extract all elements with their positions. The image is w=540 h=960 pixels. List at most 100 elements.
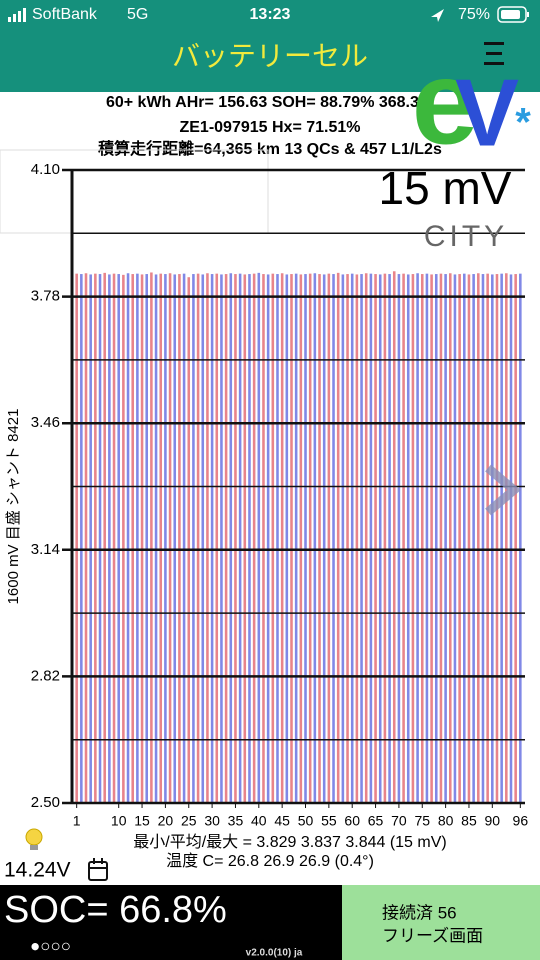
- x-tick-label: 65: [368, 813, 384, 829]
- bar: [224, 274, 228, 803]
- signal-icon: [8, 8, 26, 22]
- bar: [416, 273, 419, 803]
- bar: [369, 273, 373, 803]
- bar: [154, 274, 158, 803]
- bar: [252, 273, 256, 803]
- calendar-icon: [88, 858, 108, 881]
- bar: [411, 274, 415, 803]
- x-tick-label: 85: [461, 813, 477, 829]
- x-tick-label: 75: [414, 813, 430, 829]
- bar: [112, 273, 116, 803]
- y-tick-label: 3.14: [31, 541, 60, 558]
- bar: [341, 274, 345, 803]
- bar: [322, 274, 326, 803]
- bar: [173, 274, 177, 803]
- x-tick-label: 15: [134, 813, 150, 829]
- x-tick-label: 30: [204, 813, 220, 829]
- battery-percent: 75%: [458, 6, 490, 23]
- bar: [355, 274, 359, 803]
- next-chevron[interactable]: [485, 464, 521, 516]
- x-tick-label: 25: [181, 813, 197, 829]
- x-tick-label: 70: [391, 813, 407, 829]
- bar: [294, 273, 298, 803]
- bar: [299, 274, 303, 803]
- carrier: SoftBank: [32, 6, 98, 23]
- network: 5G: [127, 6, 148, 23]
- bar: [430, 274, 433, 803]
- bar: [364, 273, 368, 803]
- x-tick-label: 35: [228, 813, 244, 829]
- bar: [280, 273, 284, 803]
- bar: [486, 273, 489, 803]
- status-text: 接続済 56: [382, 903, 457, 922]
- bar: [481, 274, 485, 803]
- bar: [388, 274, 391, 803]
- bar: [514, 274, 517, 803]
- bar: [117, 274, 120, 803]
- bar: [360, 274, 363, 803]
- bar: [350, 273, 354, 803]
- bar: [336, 272, 340, 803]
- bar: [164, 274, 167, 803]
- bar: [290, 274, 293, 803]
- bar: [327, 273, 331, 803]
- bar: [332, 274, 335, 803]
- bar: [448, 273, 452, 803]
- bar: [196, 273, 200, 803]
- bar: [304, 274, 307, 803]
- x-tick-label: 20: [158, 813, 174, 829]
- bar: [168, 273, 172, 803]
- bar: [308, 273, 312, 803]
- y-tick-label: 2.82: [31, 667, 60, 684]
- bar: [285, 274, 289, 803]
- y-tick-label: 3.78: [31, 288, 60, 305]
- y-tick-label: 3.46: [31, 414, 60, 431]
- bar: [262, 274, 265, 803]
- bar: [201, 274, 205, 803]
- menu-button[interactable]: [484, 42, 504, 65]
- bar: [192, 274, 195, 803]
- bar: [220, 274, 223, 803]
- bar: [472, 274, 475, 803]
- x-tick-label: 90: [485, 813, 501, 829]
- x-tick-label: 60: [344, 813, 360, 829]
- bar: [257, 272, 261, 803]
- stats-line: 温度 C= 26.8 26.9 26.9 (0.4°): [166, 852, 374, 870]
- bar: [374, 274, 377, 803]
- bar: [266, 274, 270, 803]
- bulb-icon: [25, 828, 43, 850]
- bar: [378, 274, 382, 803]
- bar: [238, 273, 242, 803]
- bar: [271, 273, 275, 803]
- bar: [509, 274, 513, 803]
- x-tick-label: 55: [321, 813, 337, 829]
- bar: [420, 274, 424, 803]
- info-line: ZE1-097915 Hx= 71.51%: [179, 119, 360, 136]
- bar: [463, 273, 466, 803]
- bar: [234, 274, 237, 803]
- bar: [406, 274, 410, 803]
- bar: [248, 274, 251, 803]
- info-line: 60+ kWh AHr= 156.63 SOH= 88.79% 368.3 V: [106, 94, 434, 111]
- bar: [122, 274, 125, 803]
- x-tick-label: 96: [513, 813, 529, 829]
- bar: [206, 273, 209, 803]
- bar: [505, 273, 508, 803]
- x-tick-label: 45: [274, 813, 290, 829]
- chart: 2.50 2.82 3.14 3.46 3.78 4.10 1 10 15 20 25 30 35 40 4…: [5, 161, 528, 829]
- status-box: [342, 885, 540, 960]
- bar: [500, 273, 503, 803]
- x-tick-label: 80: [438, 813, 454, 829]
- bar: [346, 274, 349, 803]
- logo-v: V: [455, 59, 519, 166]
- bar: [495, 274, 499, 803]
- bar: [313, 273, 317, 803]
- y-tick-label: 4.10: [31, 161, 60, 178]
- bar: [145, 274, 149, 803]
- battery-icon: [497, 6, 529, 23]
- bar: [140, 274, 144, 803]
- bar: [444, 274, 447, 803]
- header-bar: [0, 0, 540, 92]
- bar: [402, 273, 405, 803]
